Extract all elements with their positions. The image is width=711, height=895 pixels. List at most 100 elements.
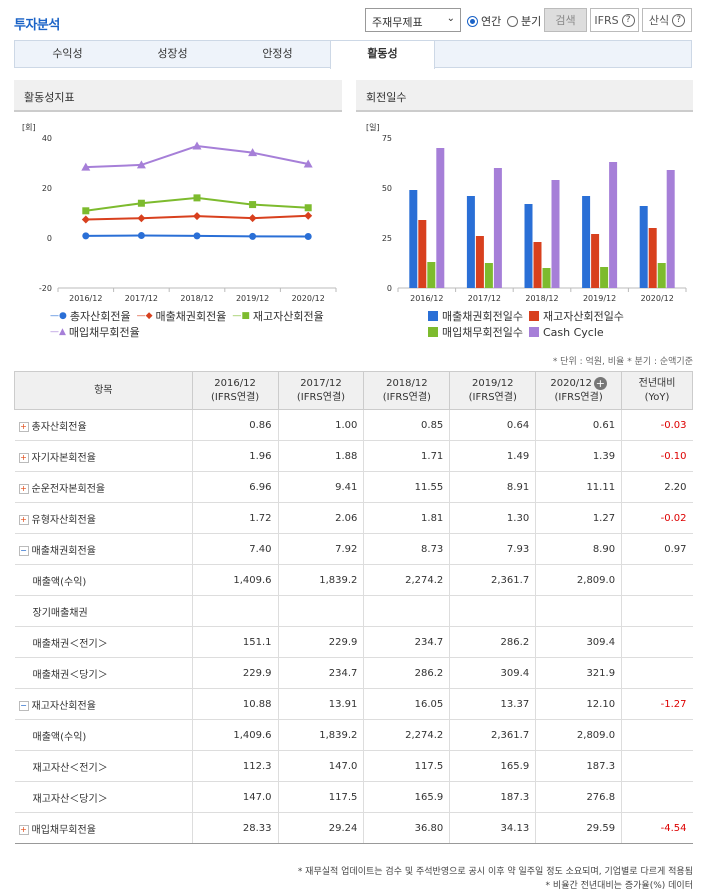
expand-plus-icon[interactable]: + — [18, 452, 29, 463]
bar — [582, 196, 591, 288]
radio-off-icon — [507, 15, 518, 27]
column-header: 2016/12 (IFRS연결) — [191, 371, 279, 410]
value-cell: 1.88 — [277, 440, 364, 472]
value-cell: 9.41 — [277, 471, 364, 503]
table-row: 재고자산＜전기＞ 112.3 147.0 117.5 165.9 187.3 — [14, 750, 693, 782]
legend-item: —● 총자산회전율 — [50, 308, 131, 324]
table-row: − 재고자산회전율 10.88 13.91 16.05 13.37 12.10 -1.27 — [14, 688, 693, 720]
yoy-cell: -0.03 — [621, 409, 693, 441]
legend-item: 매입채무회전일수 — [428, 324, 523, 340]
legend-label: 재고자산회전일수 — [542, 310, 624, 323]
expand-columns-icon[interactable]: + — [593, 376, 607, 390]
tab-activity[interactable]: 활동성 — [330, 41, 435, 69]
row-label-cell[interactable]: + 자기자본회전율 — [14, 440, 193, 472]
data-point — [193, 212, 201, 221]
row-label: 재고자산회전율 — [31, 700, 96, 712]
value-cell: 8.90 — [535, 533, 622, 565]
expand-plus-icon[interactable]: + — [18, 514, 29, 525]
y-tick-label: -20 — [39, 284, 52, 293]
value-cell: 16.05 — [363, 688, 450, 720]
x-tick-label: 2019/12 — [236, 294, 269, 303]
value-cell: 2,809.0 — [535, 719, 622, 751]
y-tick-label: 0 — [387, 284, 392, 293]
search-button[interactable]: 검색 — [544, 8, 587, 32]
row-label-cell[interactable]: + 순운전자본회전율 — [14, 471, 193, 503]
bar — [542, 268, 551, 288]
value-cell: 117.5 — [363, 750, 450, 782]
formula-help-button[interactable]: 산식 ? — [642, 8, 692, 32]
legend-item: 재고자산회전일수 — [528, 308, 624, 324]
value-cell: 286.2 — [363, 657, 450, 689]
value-cell: 1,839.2 — [277, 719, 364, 751]
row-label-cell[interactable]: + 총자산회전율 — [14, 409, 193, 441]
yoy-cell — [621, 626, 693, 658]
value-cell: 0.85 — [363, 409, 450, 441]
tab-profitability[interactable]: 수익성 — [52, 47, 83, 60]
legend-label: 재고자산회전율 — [252, 310, 324, 323]
value-cell: 7.93 — [449, 533, 536, 565]
data-point — [192, 141, 202, 150]
ifrs-help-button[interactable]: IFRS ? — [590, 8, 639, 32]
data-point — [81, 215, 90, 224]
column-header: 2018/12 (IFRS연결) — [363, 371, 451, 410]
expand-plus-icon[interactable]: + — [18, 824, 29, 835]
value-cell: 0.61 — [535, 409, 622, 441]
table-row: − 매출채권회전율 7.40 7.92 8.73 7.93 8.90 0.97 — [14, 533, 693, 565]
radio-quarter[interactable]: 분기 — [507, 13, 541, 29]
row-label-cell[interactable]: + 유형자산회전율 — [14, 502, 193, 534]
legend-item: Cash Cycle — [528, 326, 604, 339]
value-cell: 2,274.2 — [363, 564, 450, 596]
legend-swatch-icon — [528, 327, 539, 337]
row-label: 매출액(수익) — [32, 731, 87, 743]
bar — [409, 190, 418, 288]
table-row: + 자기자본회전율 1.96 1.88 1.71 1.49 1.39 -0.10 — [14, 440, 693, 472]
tab-stability[interactable]: 안정성 — [262, 47, 293, 60]
activity-line-chart: [회] 40 20 0 -20 2016/12 2017/12 2018/12 2019/12 2… — [22, 123, 337, 303]
expand-plus-icon[interactable]: + — [18, 483, 29, 494]
statement-type-select[interactable]: 주재무제표 ⌄ — [365, 8, 461, 32]
header-line: 2018/12 — [386, 377, 428, 389]
value-cell: 29.59 — [535, 812, 622, 844]
header-subline: (IFRS연결) — [210, 391, 260, 403]
x-tick-label: 2020/12 — [641, 294, 674, 303]
collapse-minus-icon[interactable]: − — [18, 545, 29, 556]
bar — [533, 242, 542, 288]
data-point — [82, 207, 90, 215]
y-tick-label: 40 — [42, 134, 52, 143]
y-unit-label: [일] — [366, 123, 380, 132]
yoy-cell: -1.27 — [621, 688, 693, 720]
yoy-cell: -0.10 — [621, 440, 693, 472]
yoy-cell — [621, 750, 693, 782]
radio-annual[interactable]: 연간 — [467, 13, 501, 29]
row-label-cell[interactable]: + 매입채무회전율 — [14, 812, 193, 844]
bar — [484, 263, 493, 288]
data-point — [137, 199, 145, 207]
x-tick-label: 2017/12 — [468, 294, 501, 303]
radio-annual-label: 연간 — [481, 15, 502, 28]
header-line: 2017/12 — [300, 377, 342, 389]
y-tick-label: 25 — [382, 234, 392, 243]
collapse-minus-icon[interactable]: − — [18, 700, 29, 711]
row-label: 자기자본회전율 — [31, 452, 96, 464]
ifrs-label: IFRS — [594, 13, 619, 27]
value-cell: 1.30 — [449, 502, 536, 534]
tab-growth[interactable]: 성장성 — [157, 47, 188, 60]
line-chart-legend: —● 총자산회전율 —◆ 매출채권회전율 —■ 재고자산회전율 —▲ 매입채무회전율 — [50, 308, 340, 340]
legend-item: 매출채권회전일수 — [428, 308, 523, 324]
yoy-cell — [621, 564, 693, 596]
value-cell: 11.55 — [363, 471, 450, 503]
row-label-cell[interactable]: − 재고자산회전율 — [14, 688, 193, 720]
x-tick-label: 2016/12 — [69, 294, 102, 303]
legend-item: —▲ 매입채무회전율 — [50, 324, 140, 340]
expand-plus-icon[interactable]: + — [18, 421, 29, 432]
value-cell: 1.71 — [363, 440, 450, 472]
column-header: 2020/12 + (IFRS연결) — [535, 371, 623, 410]
yoy-cell — [621, 781, 693, 813]
row-label-cell[interactable]: − 매출채권회전율 — [14, 533, 193, 565]
y-tick-label: 50 — [382, 184, 392, 193]
header-subline: (YoY) — [644, 391, 670, 403]
value-cell: 1,409.6 — [191, 719, 279, 751]
row-label: 순운전자본회전율 — [31, 483, 106, 495]
header-line: 2020/12 + — [550, 376, 607, 390]
